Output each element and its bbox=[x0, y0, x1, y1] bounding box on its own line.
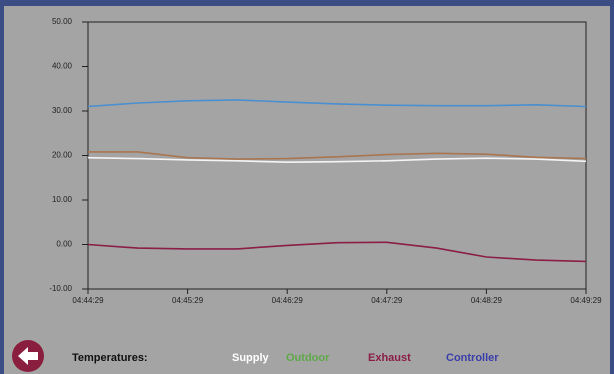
x-tick-label: 04:48:29 bbox=[471, 296, 503, 305]
legend-entry: Outdoor bbox=[286, 352, 330, 364]
series-line bbox=[87, 241, 587, 263]
y-tick-label: 40.00 bbox=[52, 62, 73, 71]
legend-entry: Controller bbox=[446, 352, 499, 364]
back-button[interactable] bbox=[12, 340, 44, 372]
y-tick-label: 30.00 bbox=[52, 106, 73, 115]
legend-entry: Supply bbox=[232, 352, 270, 364]
y-tick-label: 20.00 bbox=[52, 151, 73, 160]
x-tick-label: 04:45:29 bbox=[172, 296, 204, 305]
x-tick-label: 04:47:29 bbox=[371, 296, 403, 305]
series-line bbox=[87, 156, 587, 164]
legend-entry: Exhaust bbox=[368, 352, 411, 364]
series-line bbox=[87, 99, 587, 108]
x-tick-label: 04:44:29 bbox=[72, 296, 104, 305]
y-tick-label: 10.00 bbox=[52, 195, 73, 204]
panel bbox=[4, 6, 610, 374]
y-tick-label: 50.00 bbox=[52, 17, 73, 26]
y-tick-label: -10.00 bbox=[49, 284, 72, 293]
x-tick-label: 04:49:29 bbox=[570, 296, 602, 305]
series-line bbox=[88, 151, 587, 160]
legend-title: Temperatures: bbox=[72, 352, 148, 364]
y-tick-label: 0.00 bbox=[56, 240, 72, 249]
x-tick-label: 04:46:29 bbox=[272, 296, 304, 305]
back-arrow[interactable] bbox=[18, 347, 38, 365]
